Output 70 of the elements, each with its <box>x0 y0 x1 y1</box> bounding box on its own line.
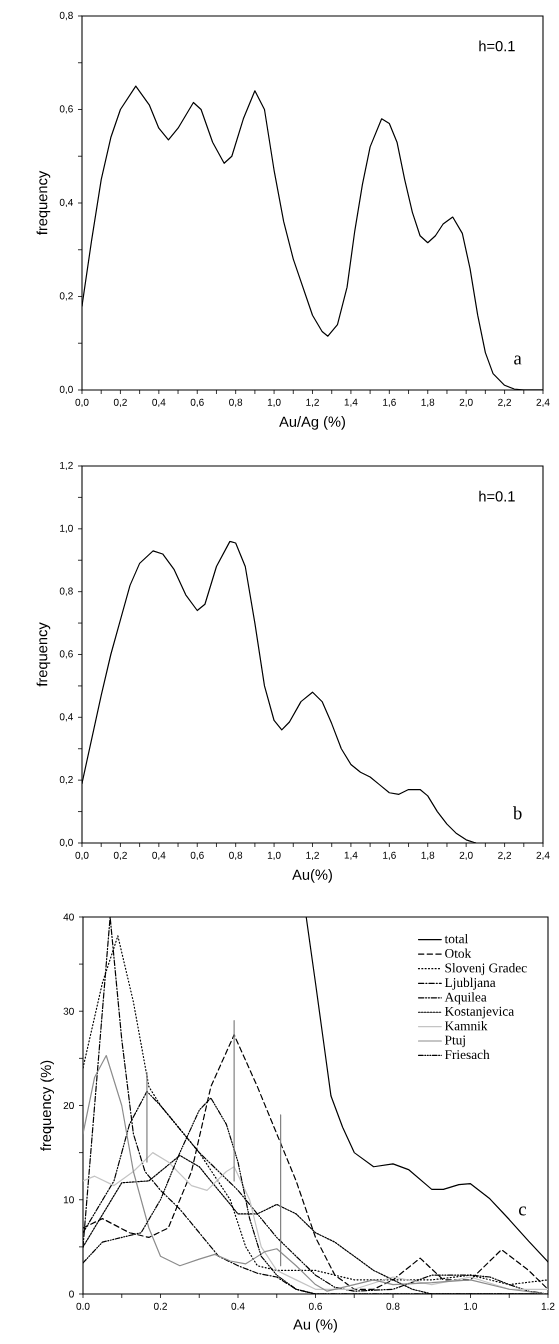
y-tick-label: 1,2 <box>59 461 73 471</box>
x-tick-label: 0.6 <box>308 1302 322 1310</box>
annotation: b <box>512 806 522 820</box>
x-tick-label: 1,4 <box>344 398 358 407</box>
x-tick-label: 0,4 <box>152 398 166 407</box>
legend-label: Kamnik <box>444 1020 488 1031</box>
legend-label: Otok <box>444 948 472 958</box>
x-tick-label: 0,4 <box>152 851 166 860</box>
x-tick-label: 0,8 <box>228 851 242 860</box>
y-tick-label: 0,2 <box>59 776 73 785</box>
x-axis-title: Au(%) <box>291 869 332 883</box>
legend-label: Ljubljana <box>444 977 496 990</box>
y-tick-label: 30 <box>63 1007 74 1015</box>
x-tick-label: 0.2 <box>153 1302 167 1310</box>
legend-label: Aquilea <box>444 992 487 1005</box>
y-tick-label: 40 <box>63 913 74 921</box>
y-tick-label: 0,0 <box>59 385 73 395</box>
y-axis-title: frequency <box>36 622 51 687</box>
annotation: c <box>518 1206 526 1216</box>
y-tick-label: 0,6 <box>59 650 73 659</box>
x-tick-label: 2,2 <box>497 398 511 407</box>
legend-label: Kostanjevica <box>444 1006 514 1019</box>
y-tick-label: 0 <box>68 1290 74 1298</box>
x-tick-label: 1,0 <box>267 398 281 407</box>
x-tick-label: 2,4 <box>536 398 550 407</box>
annotation: a <box>513 355 522 365</box>
x-tick-label: 1,0 <box>267 851 281 860</box>
x-tick-label: 0.0 <box>76 1302 90 1310</box>
y-tick-label: 20 <box>63 1101 74 1110</box>
x-tick-label: 1,2 <box>306 851 319 860</box>
x-tick-label: 0,8 <box>228 398 242 407</box>
x-tick-label: 1,6 <box>382 398 396 407</box>
x-tick-label: 1.0 <box>464 1302 477 1310</box>
y-tick-label: 0,2 <box>59 292 73 301</box>
x-tick-label: 0.8 <box>386 1302 400 1310</box>
x-tick-label: 1,8 <box>421 398 435 407</box>
legend-label: total <box>444 933 468 944</box>
x-tick-label: 2,0 <box>459 851 473 860</box>
x-tick-label: 1.2 <box>541 1302 555 1310</box>
x-tick-label: 1,4 <box>344 851 358 860</box>
y-tick-label: 0,8 <box>59 11 73 21</box>
x-tick-label: 0,6 <box>190 398 204 407</box>
x-axis-title: Au/Ag (%) <box>278 416 345 430</box>
y-tick-label: 0,6 <box>59 105 73 114</box>
x-tick-label: 2,0 <box>459 398 473 407</box>
legend-label: Ptuj <box>444 1035 465 1048</box>
y-tick-label: 0,4 <box>59 198 73 208</box>
x-tick-label: 0,2 <box>113 851 127 860</box>
x-tick-label: 0,0 <box>75 398 89 407</box>
x-tick-label: 2,2 <box>497 851 511 860</box>
x-tick-label: 0,2 <box>113 398 127 407</box>
legend-label: Slovenj Gradec <box>445 963 527 976</box>
y-tick-label: 0,8 <box>59 587 73 596</box>
x-tick-label: 0.4 <box>231 1302 245 1310</box>
legend-label: Friesach <box>444 1049 490 1060</box>
x-tick-label: 1,2 <box>306 398 319 407</box>
y-tick-label: 1,0 <box>59 524 73 533</box>
x-axis-title: Au (%) <box>292 1318 337 1333</box>
y-tick-label: 0,0 <box>59 838 73 848</box>
y-axis-title: frequency (%) <box>40 1060 54 1151</box>
x-tick-label: 1,6 <box>382 851 396 860</box>
y-tick-label: 10 <box>63 1196 74 1204</box>
y-tick-label: 0,4 <box>59 713 73 722</box>
x-tick-label: 0,6 <box>190 851 204 860</box>
annotation: h=0.1 <box>479 40 515 52</box>
x-tick-label: 0,0 <box>75 851 89 860</box>
x-tick-label: 1,8 <box>421 851 435 860</box>
annotation: h=0.1 <box>479 490 515 502</box>
x-tick-label: 2,4 <box>536 851 550 860</box>
y-axis-title: frequency <box>36 170 51 235</box>
